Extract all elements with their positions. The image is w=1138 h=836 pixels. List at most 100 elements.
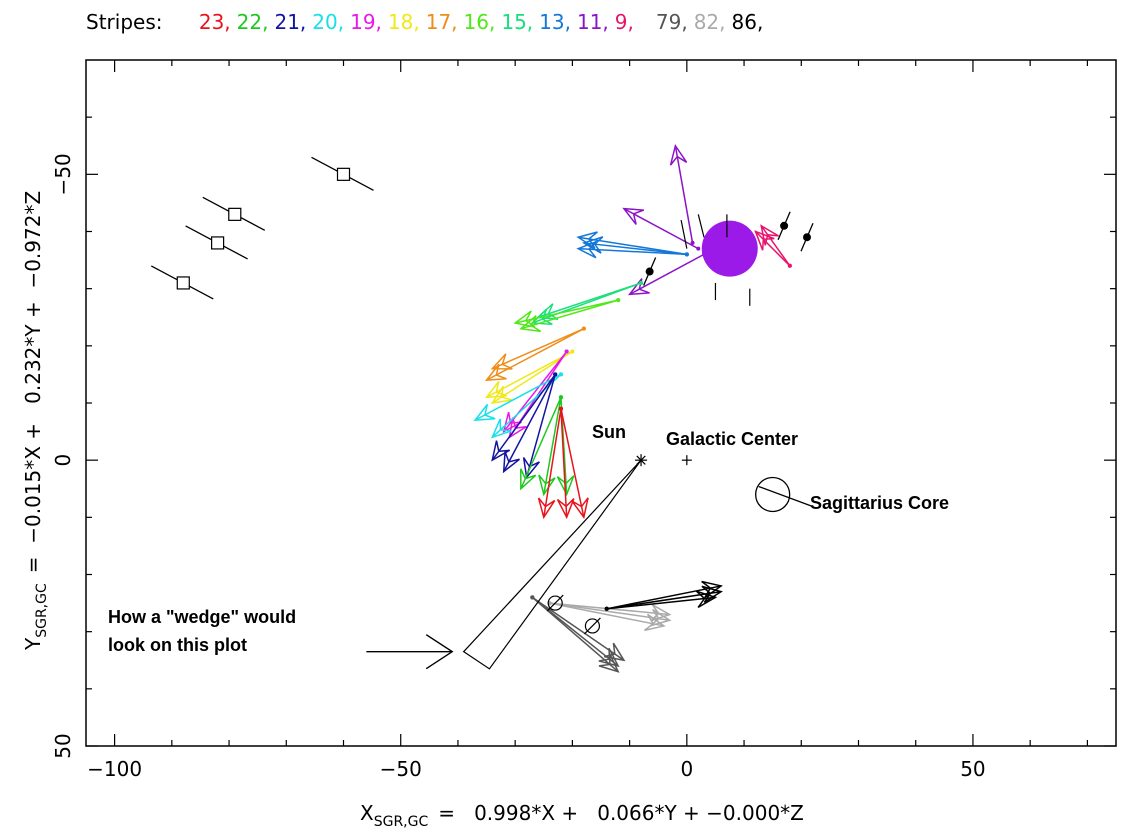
square-marker (336, 167, 351, 181)
y-tick-label: 50 (51, 733, 75, 758)
stripe-15-arrow-head (530, 308, 553, 326)
stripe-82-arrow-shaft (549, 602, 665, 627)
stripe-22-arrow-head (556, 475, 575, 497)
stripe-17-arrow-head (490, 353, 513, 370)
stripe-21-start-point (553, 372, 558, 377)
stripe-79-arrow-shaft (531, 596, 625, 661)
stripe-79-arrow-shaft (531, 596, 619, 673)
stripe-86-arrow-shaft (606, 596, 716, 610)
stripe-23-arrow-shaft (560, 408, 568, 518)
stripe-15-start-point (639, 280, 644, 285)
stripe-22-start-point (558, 395, 563, 400)
annot-sun: Sun (592, 422, 626, 442)
stripe-13-arrow-shaft (577, 236, 687, 256)
stripe-86-arrow-head (695, 590, 718, 609)
stripe-86-arrow-shaft (606, 590, 722, 610)
stripe-9-start-point (787, 263, 792, 268)
stripe-86-arrow-head (701, 580, 723, 599)
open-circle-slash (546, 594, 564, 612)
stripe-18-start-point (570, 349, 575, 354)
stripe-number: 11, (576, 10, 609, 34)
annot-sgr-core: Sagittarius Core (810, 493, 949, 513)
stripe-9-arrow-shaft (760, 225, 791, 267)
stripe-23-arrow-head (571, 497, 589, 520)
stripe-16-arrow-shaft (520, 299, 619, 330)
sgr-core-pointer (758, 485, 813, 508)
x-label-sub: SGR,GC (374, 814, 429, 830)
stripe-17-arrow-shaft (486, 328, 585, 381)
stripe-15-arrow-shaft (532, 282, 642, 324)
annot-wedge-line1: How a "wedge" would (108, 607, 296, 627)
stripe-number: 23, (198, 10, 231, 34)
stripe-86-start-point (604, 606, 609, 611)
y-tick-label: 0 (51, 454, 75, 467)
stripe-17-arrow-head (484, 363, 507, 381)
stripes-list: 23, 22, 21, 20, 19, 18, 17, 16, 15, 13, 11, 9, 79, 82… (169, 10, 763, 34)
stripe-23-arrow-shaft (560, 408, 585, 518)
stripe-79-arrow-head (598, 653, 620, 673)
stripe-20-arrow-shaft (474, 373, 562, 421)
stripe-number: 79, (655, 10, 688, 34)
stripe-21-arrow-shaft (525, 374, 556, 478)
stripe-23-arrow-head (556, 498, 575, 520)
stripe-9-arrow-shaft (754, 230, 791, 267)
svg-text:YSGR,GC= −0.015*X + 0.232*Y: YSGR,GC = −0.015*X + 0.232*Y + −0.972*Z (21, 191, 50, 651)
black-dot-marker (645, 267, 654, 276)
stripe-22-arrow-shaft (543, 397, 562, 495)
stripe-79-arrow-head (604, 642, 626, 662)
sgr-core-disc (701, 220, 758, 277)
x-tick-label: −100 (87, 757, 142, 781)
wedge-outline (462, 459, 642, 670)
x-tick-label: 0 (680, 757, 693, 781)
annot-galactic-center: Galactic Center (666, 429, 798, 449)
stripe-23-arrow-head (537, 497, 556, 520)
stripe-11-arrow-head (622, 207, 645, 225)
stripe-17-start-point (581, 326, 586, 331)
open-circle-marker (584, 618, 601, 634)
stripe-number: 19, (350, 10, 382, 34)
stripe-number: 21, (274, 10, 307, 34)
stripe-number: 20, (312, 10, 345, 34)
stripe-number: 15, (501, 10, 534, 34)
x-label-main: X (360, 801, 374, 825)
sgr-core-tick (680, 219, 688, 249)
stripe-number: 16, (463, 10, 496, 34)
stripe-number: 22, (236, 10, 269, 34)
stripe-21-arrow-shaft (503, 374, 556, 472)
stripe-16-start-point (616, 298, 621, 303)
y-tick-label: −50 (51, 153, 75, 195)
stripe-11-arrow-shaft (674, 145, 694, 244)
y-label-main: Y (21, 637, 45, 651)
stripes-legend: Stripes: 23, 22, 21, 20, 19, 18, 17, 16, 15, 13, 1… (86, 10, 763, 34)
stripe-9-arrow-head (760, 224, 779, 246)
stripe-15-arrow-head (536, 303, 559, 320)
stripe-20-arrow-head (473, 403, 496, 422)
stripe-22-arrow-head (538, 474, 556, 497)
stripe-number: 86, (731, 10, 764, 34)
data-marks (150, 143, 814, 673)
stripe-20-arrow-head (490, 418, 512, 439)
stripe-number: 18, (387, 10, 420, 34)
open-circle-slash (583, 617, 601, 635)
stripe-16-arrow-head (513, 310, 536, 328)
open-circle-marker (547, 595, 563, 611)
annotations: Sun Galactic Center Sagittarius Core How… (108, 422, 949, 655)
stripe-82-arrow-head (643, 613, 666, 632)
x-tick-label: 50 (960, 757, 985, 781)
stripe-23-start-point (558, 406, 563, 411)
stripe-11-start-point (690, 240, 695, 245)
x-axis-label: XSGR,GC = 0.998*X + 0.066*Y + −0.000*Z (360, 801, 804, 830)
axis-ticks (86, 60, 1116, 747)
stripe-23-arrow-shaft (543, 408, 562, 518)
tick-labels: −100 −50 0 50 −50 0 50 (51, 153, 986, 781)
stripe-21-arrow-head (502, 451, 520, 474)
square-marker (211, 236, 225, 250)
stripe-18-arrow-head (490, 385, 513, 404)
stripe-22-arrow-head (519, 468, 537, 491)
y-label-rest: = −0.015*X + 0.232*Y + −0.972*Z (21, 191, 45, 573)
stripe-11-arrow-shaft (629, 253, 705, 296)
stripe-18-arrow-head (484, 381, 507, 399)
sgr-core-marker (755, 476, 791, 513)
stripe-21-arrow-head (491, 440, 511, 462)
